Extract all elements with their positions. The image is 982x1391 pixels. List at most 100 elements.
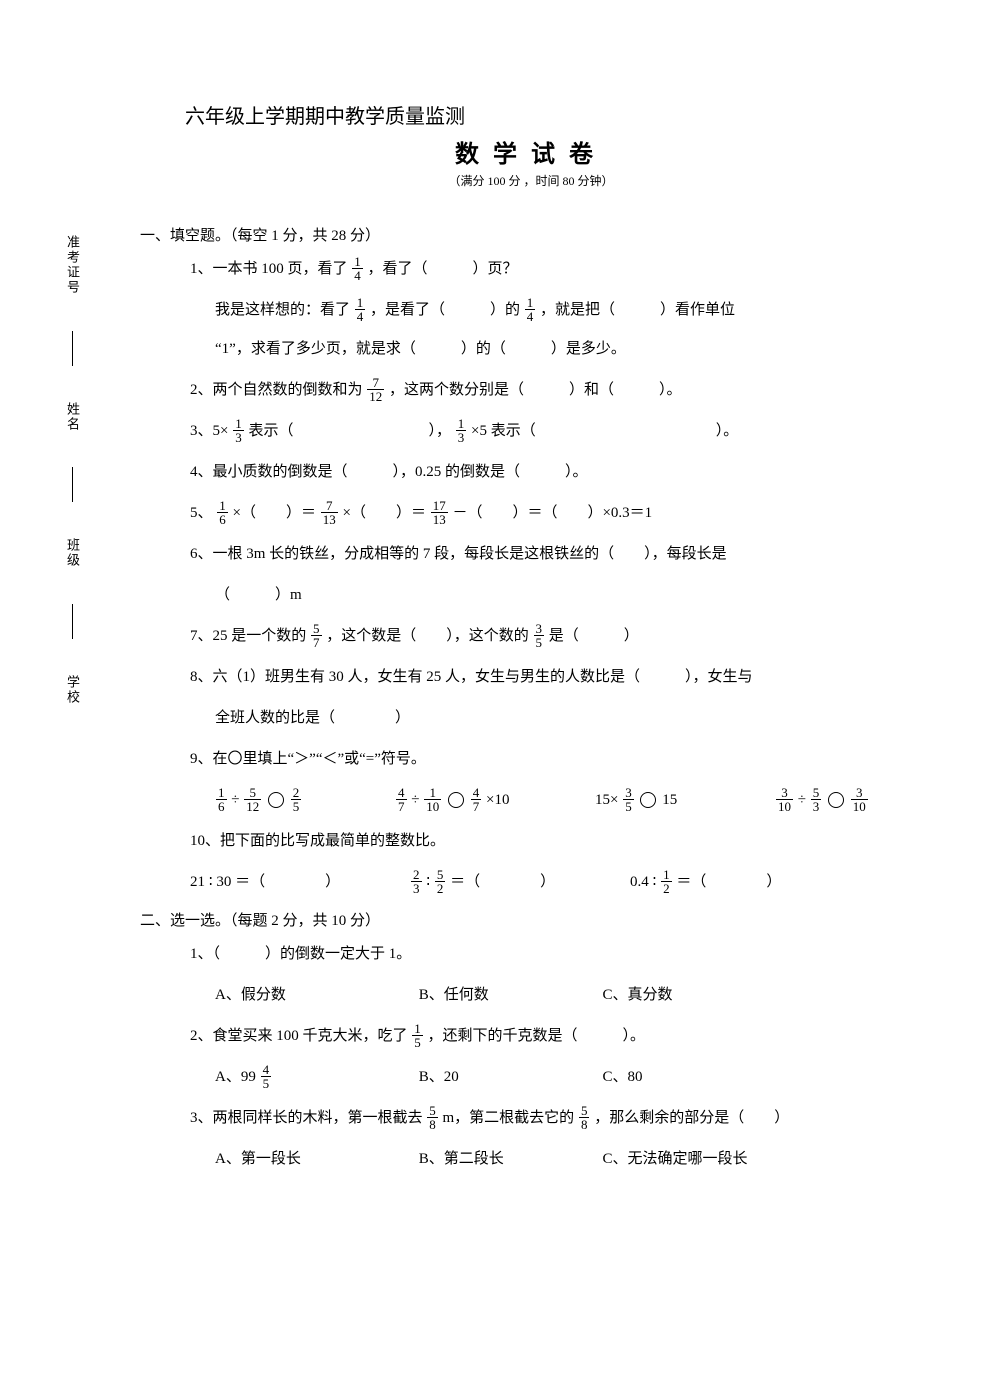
circle-blank [640,792,656,808]
colon: ∶ [426,874,434,890]
s2q3-text: 3、两根同样长的木料，第一根截去 [190,1110,423,1126]
s2q3-opts: A、第一段长 B、第二段长 C、无法确定哪一段长 [215,1143,922,1176]
s2q2-text: ，还剩下的千克数是（ ）。 [428,1028,646,1044]
opt-c: C、无法确定哪一段长 [603,1143,748,1176]
frac-7-13: 713 [321,499,338,526]
binding-labels: 准考证号 姓名 班级 学校 [60,235,85,705]
main-title: 六年级上学期期中教学质量监测 [185,100,922,129]
frac-1-2: 12 [661,868,672,895]
frac-3-10: 310 [851,786,868,813]
q7-text: 7、25 是一个数的 [190,628,306,644]
frac-17-13: 1713 [431,499,448,526]
opt-a: A、99 45 [215,1061,415,1094]
frac-4-7: 47 [396,786,407,813]
q8: 8、六（1）班男生有 30 人，女生有 25 人，女生与男生的人数比是（ ），女… [190,661,922,694]
frac-1-3: 13 [233,417,244,444]
s2q2: 2、食堂买来 100 千克大米，吃了 15 ，还剩下的千克数是（ ）。 [190,1020,922,1053]
opt-a: A、第一段长 [215,1143,415,1176]
opt-c: C、真分数 [603,979,673,1012]
opt-c: C、80 [603,1061,643,1094]
q3-text: 表示（ ）， [248,423,451,439]
q10-item-2: 23 ∶ 52 ＝（ ） [410,866,630,899]
frac-2-5: 25 [291,786,302,813]
q3-text: ×5 表示（ ）。 [471,423,738,439]
frac-4-5: 45 [261,1063,272,1090]
q9-item-3: 15× 35 15 [595,784,775,817]
q10-3-text: 0.4 ∶ [630,874,660,890]
q9-item-4: 310 ÷ 53 310 [775,784,869,817]
frac-3-10: 310 [776,786,793,813]
s2q2-text: 2、食堂买来 100 千克大米，吃了 [190,1028,408,1044]
q7-text: ，这个数是（ ），这个数的 [326,628,529,644]
frac-5-2: 52 [435,868,446,895]
frac-1-6: 16 [216,786,227,813]
q3-text: 3、5× [190,423,228,439]
q5-text: 5、 [190,505,213,521]
s2q2-opts: A、99 45 B、20 C、80 [215,1061,922,1094]
opt-a-text: A、99 [215,1061,256,1094]
q7: 7、25 是一个数的 57 ，这个数是（ ），这个数的 35 是（ ） [190,620,922,653]
opt-a: A、假分数 [215,979,415,1012]
q10-item-1: 21 ∶ 30 ＝（ ） [190,866,410,899]
frac-1-5: 15 [412,1022,423,1049]
frac-5-8: 58 [427,1104,438,1131]
frac-1-3: 13 [456,417,467,444]
label-line [72,331,73,366]
sub-title: 数学试卷 [140,134,922,169]
frac-5-8: 58 [579,1104,590,1131]
label-school: 学校 [63,675,82,705]
q9-row: 16 ÷ 512 25 47 ÷ 110 47 ×10 15× 35 15 31… [215,784,922,817]
frac-5-3: 53 [811,786,822,813]
label-line [72,467,73,502]
exam-info: （满分 100 分 ，时间 80 分钟） [140,172,922,189]
label-class: 班级 [63,538,82,568]
q1-text: 1、一本书 100 页，看了 [190,261,348,277]
q3: 3、5× 13 表示（ ）， 13 ×5 表示（ ）。 [190,415,922,448]
q1-text: ，看了（ ）页？ [368,261,518,277]
q9: 9、在〇里填上“＞”“＜”或“=”符号。 [190,743,922,776]
q1-text: 我是这样想的：看了 [215,302,350,318]
q6: 6、一根 3m 长的铁丝，分成相等的 7 段，每段长是这根铁丝的（ ），每段长是 [190,538,922,571]
q5: 5、 16 ×（ ）＝ 713 ×（ ）＝ 1713 －（ ）＝（ ）×0.3＝… [190,497,922,530]
q5-text: －（ ）＝（ ）×0.3＝1 [452,505,652,521]
section-1-head: 一、填空题。（每空 1 分，共 28 分） [140,224,922,245]
q9-item-2: 47 ÷ 110 47 ×10 [395,784,595,817]
q5-text: ×（ ）＝ [233,505,316,521]
q1-cont: 我是这样想的：看了 14 ，是看了（ ）的 14 ，就是把（ ）看作单位 [215,294,922,327]
q10-row: 21 ∶ 30 ＝（ ） 23 ∶ 52 ＝（ ） 0.4 ∶ 12 ＝（ ） [190,866,922,899]
frac-1-10: 110 [424,786,441,813]
frac-3-5: 35 [534,622,545,649]
q4: 4、最小质数的倒数是（ ），0.25 的倒数是（ ）。 [190,456,922,489]
frac-1-4: 14 [352,255,363,282]
q10-3-eq: ＝（ ） [676,874,781,890]
q9-item-1: 16 ÷ 512 25 [215,784,395,817]
opt-b: B、20 [419,1061,599,1094]
s2q3-text: m，第二根截去它的 [443,1110,575,1126]
q1: 1、一本书 100 页，看了 14 ，看了（ ）页？ [190,253,922,286]
q2-text: ，这两个数分别是（ ）和（ ）。 [389,382,682,398]
frac-4-7: 47 [471,786,482,813]
q1-cont2: “1”，求看了多少页，就是求（ ）的（ ）是多少。 [215,333,922,366]
frac-2-3: 23 [411,868,422,895]
q1-text: ，是看了（ ）的 [370,302,520,318]
frac-5-12: 512 [244,786,261,813]
q10: 10、把下面的比写成最简单的整数比。 [190,825,922,858]
label-name: 姓名 [63,402,82,432]
label-line [72,604,73,639]
opt-b: B、任何数 [419,979,599,1012]
frac-5-7: 57 [311,622,322,649]
frac-1-4: 14 [355,296,366,323]
s2q1-opts: A、假分数 B、任何数 C、真分数 [215,979,922,1012]
q2-text: 2、两个自然数的倒数和为 [190,382,363,398]
frac-7-12: 712 [367,376,384,403]
opt-b: B、第二段长 [419,1143,599,1176]
circle-blank [828,792,844,808]
frac-3-5: 35 [623,786,634,813]
q2: 2、两个自然数的倒数和为 712 ，这两个数分别是（ ）和（ ）。 [190,374,922,407]
frac-1-6: 16 [217,499,228,526]
section-2-head: 二、选一选。（每题 2 分，共 10 分） [140,909,922,930]
circle-blank [448,792,464,808]
q8-cont: 全班人数的比是（ ） [215,702,922,735]
s2q1: 1、（ ）的倒数一定大于 1。 [190,938,922,971]
q1-text: ，就是把（ ）看作单位 [540,302,735,318]
